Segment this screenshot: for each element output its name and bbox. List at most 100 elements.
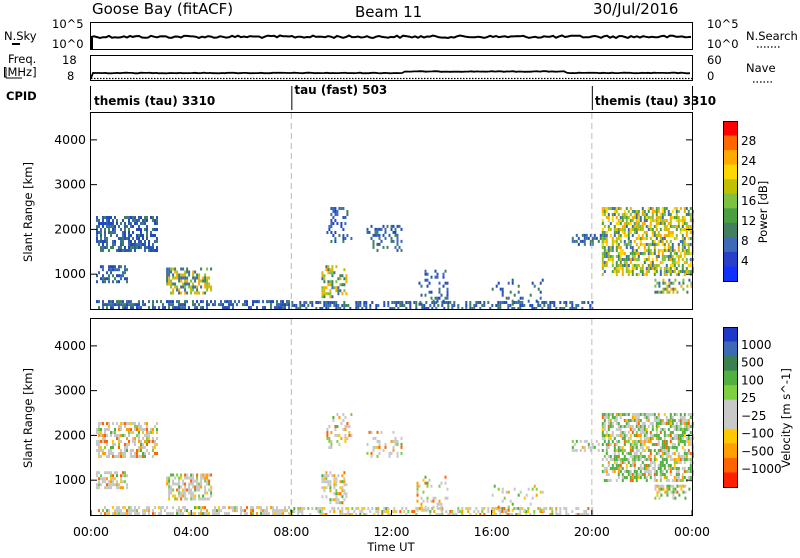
velocity-cell bbox=[226, 512, 228, 516]
power-cell bbox=[659, 249, 662, 252]
velocity-cell bbox=[252, 512, 254, 516]
power-cell bbox=[341, 292, 344, 296]
power-cell bbox=[639, 225, 642, 228]
power-cell bbox=[659, 240, 662, 243]
velocity-cell bbox=[351, 513, 354, 516]
velocity-cell bbox=[126, 512, 128, 516]
power-cell bbox=[138, 225, 140, 228]
velocity-cell bbox=[683, 434, 686, 437]
power-cell bbox=[337, 304, 340, 307]
velocity-cell bbox=[126, 483, 128, 487]
power-colorbar-swatch bbox=[723, 193, 737, 209]
power-cell bbox=[679, 252, 682, 255]
power-cell bbox=[527, 299, 530, 303]
velocity-cell bbox=[136, 512, 138, 516]
velocity-cell bbox=[679, 437, 682, 440]
velocity-cell bbox=[661, 458, 664, 461]
power-cell bbox=[156, 216, 158, 219]
power-cell bbox=[426, 284, 429, 288]
velocity-cell bbox=[371, 507, 374, 510]
velocity-cell bbox=[617, 434, 620, 437]
velocity-cell bbox=[653, 467, 656, 470]
velocity-cell bbox=[331, 498, 334, 502]
velocity-cell bbox=[653, 449, 656, 452]
power-cell bbox=[434, 296, 437, 300]
power-cell bbox=[657, 234, 660, 237]
velocity-cell bbox=[631, 431, 634, 434]
velocity-cell bbox=[184, 509, 186, 513]
velocity-cell bbox=[455, 513, 458, 516]
velocity-cell bbox=[643, 431, 646, 434]
velocity-cell bbox=[654, 487, 657, 491]
power-cell bbox=[633, 252, 636, 255]
velocity-cell bbox=[325, 474, 328, 478]
power-cell bbox=[637, 255, 640, 258]
velocity-cell bbox=[687, 422, 690, 425]
velocity-cell bbox=[333, 480, 336, 484]
power-cell bbox=[196, 273, 199, 277]
power-cell bbox=[120, 300, 122, 304]
power-cell bbox=[250, 306, 252, 310]
power-cell bbox=[649, 228, 652, 231]
velocity-cell bbox=[625, 476, 628, 479]
power-cell bbox=[434, 275, 437, 279]
velocity-cell bbox=[659, 449, 662, 452]
power-cell bbox=[681, 228, 684, 231]
power-cell bbox=[437, 304, 440, 307]
velocity-cell bbox=[124, 434, 126, 437]
power-cell bbox=[423, 307, 426, 310]
velocity-cell bbox=[629, 446, 632, 449]
power-cell bbox=[677, 258, 680, 261]
power-cell bbox=[428, 290, 431, 294]
velocity-cell bbox=[342, 413, 345, 416]
power-cell bbox=[651, 228, 654, 231]
power-cell bbox=[100, 240, 102, 243]
power-cell bbox=[613, 267, 616, 270]
power-cell bbox=[168, 300, 170, 304]
power-cell bbox=[196, 306, 198, 310]
power-cell bbox=[487, 301, 490, 304]
power-cell bbox=[108, 219, 110, 222]
power-cell bbox=[192, 288, 195, 292]
power-cell bbox=[160, 300, 162, 304]
velocity-cell bbox=[366, 442, 369, 446]
velocity-cell bbox=[444, 481, 447, 485]
velocity-cell bbox=[282, 512, 284, 516]
velocity-cell bbox=[663, 428, 666, 431]
power-cell bbox=[665, 249, 668, 252]
power-cell bbox=[505, 301, 508, 304]
velocity-cell bbox=[126, 443, 128, 446]
velocity-cell bbox=[194, 506, 196, 510]
power-cell bbox=[174, 270, 177, 274]
power-cell bbox=[611, 207, 614, 210]
power-cell bbox=[669, 246, 672, 249]
velocity-cell bbox=[671, 419, 674, 422]
power-cell bbox=[397, 301, 400, 304]
velocity-cell bbox=[629, 419, 632, 422]
power-cell bbox=[637, 246, 640, 249]
velocity-cell bbox=[673, 428, 676, 431]
power-cell bbox=[607, 246, 610, 249]
velocity-cell bbox=[335, 495, 338, 499]
power-cell bbox=[130, 225, 132, 228]
velocity-cell bbox=[669, 458, 672, 461]
velocity-cell bbox=[216, 512, 218, 516]
velocity-cell bbox=[208, 497, 211, 501]
velocity-cell bbox=[507, 513, 510, 516]
power-cell bbox=[192, 276, 195, 280]
velocity-cell bbox=[581, 513, 584, 516]
velocity-cell bbox=[178, 512, 180, 516]
power-cell bbox=[182, 303, 184, 307]
velocity-cell bbox=[180, 497, 183, 501]
power-cell bbox=[98, 271, 100, 275]
power-cell bbox=[186, 282, 189, 286]
power-cell bbox=[639, 267, 642, 270]
velocity-cell bbox=[190, 473, 193, 477]
velocity-cell bbox=[511, 502, 514, 506]
velocity-cell bbox=[647, 473, 650, 476]
power-cell bbox=[343, 304, 346, 307]
power-cell bbox=[198, 291, 201, 295]
velocity-cell bbox=[329, 489, 332, 493]
velocity-cell bbox=[120, 425, 122, 428]
velocity-cell bbox=[333, 492, 336, 496]
